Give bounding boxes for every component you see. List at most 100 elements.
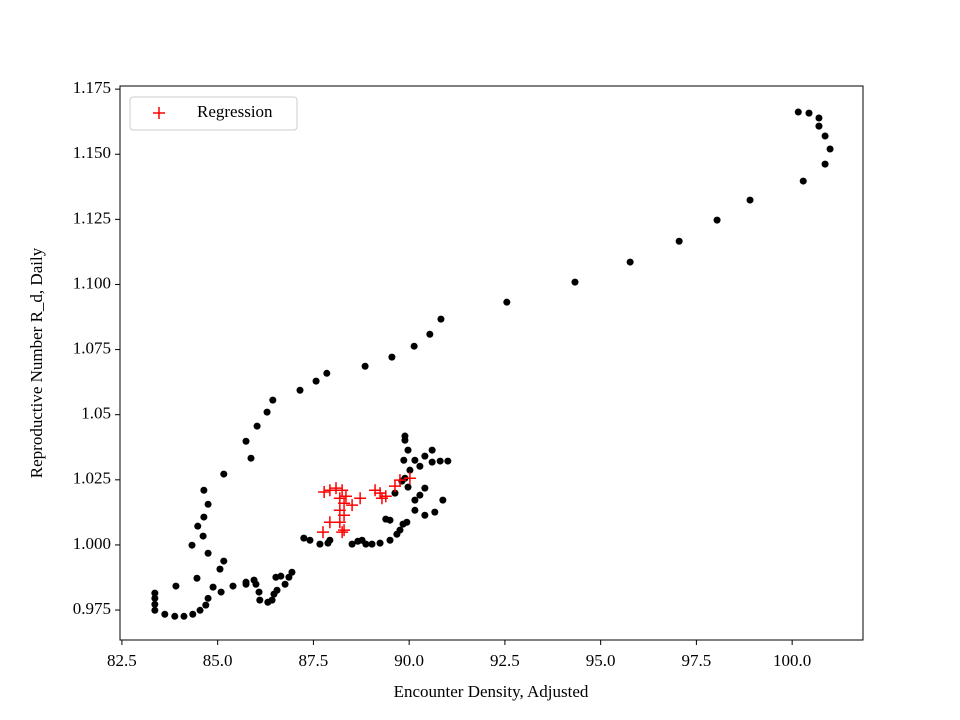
scatter-point xyxy=(428,446,436,454)
scatter-point xyxy=(416,491,424,499)
scatter-point xyxy=(421,484,429,492)
scatter-point xyxy=(431,508,439,516)
scatter-point xyxy=(348,540,356,548)
scatter-point xyxy=(263,408,271,416)
scatter-point xyxy=(220,557,228,565)
scatter-point xyxy=(202,601,210,609)
scatter-point xyxy=(151,600,159,608)
scatter-point xyxy=(220,470,228,478)
y-tick-label: 1.025 xyxy=(73,469,111,488)
scatter-point xyxy=(151,594,159,602)
scatter-point xyxy=(312,377,320,385)
scatter-point xyxy=(354,492,367,505)
x-tick-label: 87.5 xyxy=(299,651,329,670)
scatter-point xyxy=(338,524,351,537)
scatter-point xyxy=(439,496,447,504)
scatter-point xyxy=(411,456,419,464)
scatter-point xyxy=(323,369,331,377)
scatter-point xyxy=(411,506,419,514)
scatter-point xyxy=(330,482,343,495)
scatter-point xyxy=(229,582,237,590)
scatter-point xyxy=(437,315,445,323)
scatter-point xyxy=(296,386,304,394)
plot-area xyxy=(120,86,863,640)
y-tick-label: 1.100 xyxy=(73,273,111,292)
scatter-point xyxy=(288,568,296,576)
scatter-point xyxy=(805,109,813,117)
scatter-point xyxy=(503,298,511,306)
scatter-point xyxy=(368,540,376,548)
scatter-point xyxy=(369,484,382,497)
scatter-point xyxy=(318,486,331,499)
scatter-point xyxy=(400,456,408,464)
scatter-point xyxy=(428,458,436,466)
scatter-point xyxy=(193,574,201,582)
scatter-point xyxy=(421,452,429,460)
scatter-point xyxy=(189,610,197,618)
scatter-point xyxy=(336,526,349,539)
scatter-point xyxy=(404,483,412,491)
scatter-point xyxy=(281,580,289,588)
scatter-point xyxy=(821,160,829,168)
scatter-point xyxy=(204,500,212,508)
scatter-point xyxy=(242,437,250,445)
scatter-point xyxy=(194,522,202,530)
scatter-point xyxy=(326,536,334,544)
scatter-point xyxy=(161,610,169,618)
scatter-point xyxy=(410,342,418,350)
x-tick-label: 97.5 xyxy=(682,651,712,670)
scatter-point xyxy=(444,457,452,465)
scatter-point xyxy=(151,606,159,614)
scatter-point xyxy=(391,489,399,497)
scatter-point xyxy=(269,396,277,404)
scatter-point xyxy=(252,580,260,588)
x-tick-label: 95.0 xyxy=(586,651,616,670)
scatter-point xyxy=(209,583,217,591)
scatter-point xyxy=(396,526,404,534)
scatter-point xyxy=(273,586,281,594)
scatter-point xyxy=(196,606,204,614)
scatter-point xyxy=(316,526,329,539)
x-tick-label: 100.0 xyxy=(773,651,811,670)
scatter-point xyxy=(404,446,412,454)
y-tick-label: 1.175 xyxy=(73,78,111,97)
scatter-point xyxy=(338,497,351,510)
scatter-point xyxy=(361,362,369,370)
scatter-point xyxy=(346,499,359,512)
scatter-point xyxy=(821,132,829,140)
scatter-point xyxy=(204,549,212,557)
scatter-point xyxy=(826,145,834,153)
scatter-point xyxy=(217,588,225,596)
y-tick-label: 1.125 xyxy=(73,208,111,227)
y-tick-label: 0.975 xyxy=(73,599,111,618)
scatter-point xyxy=(247,454,255,462)
scatter-point xyxy=(216,565,224,573)
y-axis-label: Reproductive Number R_d, Daily xyxy=(27,247,46,478)
scatter-point xyxy=(571,278,579,286)
scatter-point xyxy=(374,487,387,500)
scatter-point xyxy=(199,532,207,540)
scatter-point xyxy=(300,534,308,542)
legend-label: Regression xyxy=(197,102,273,121)
plot-frame xyxy=(119,85,864,641)
scatter-point xyxy=(277,572,285,580)
scatter-point xyxy=(256,596,264,604)
scatter-point xyxy=(386,516,394,524)
scatter-point xyxy=(626,258,634,266)
scatter-point xyxy=(376,539,384,547)
y-tick-label: 1.000 xyxy=(73,534,111,553)
scatter-point xyxy=(411,496,419,504)
scatter-point xyxy=(255,588,263,596)
scatter-point xyxy=(200,513,208,521)
scatter-point xyxy=(338,509,351,522)
scatter-point xyxy=(388,480,401,493)
scatter-point xyxy=(268,596,276,604)
scatter-point xyxy=(403,472,416,485)
x-tick-label: 85.0 xyxy=(203,651,233,670)
scatter-point xyxy=(253,422,261,430)
scatter-point xyxy=(436,457,444,465)
scatter-point xyxy=(204,594,212,602)
x-tick-label: 82.5 xyxy=(107,651,137,670)
